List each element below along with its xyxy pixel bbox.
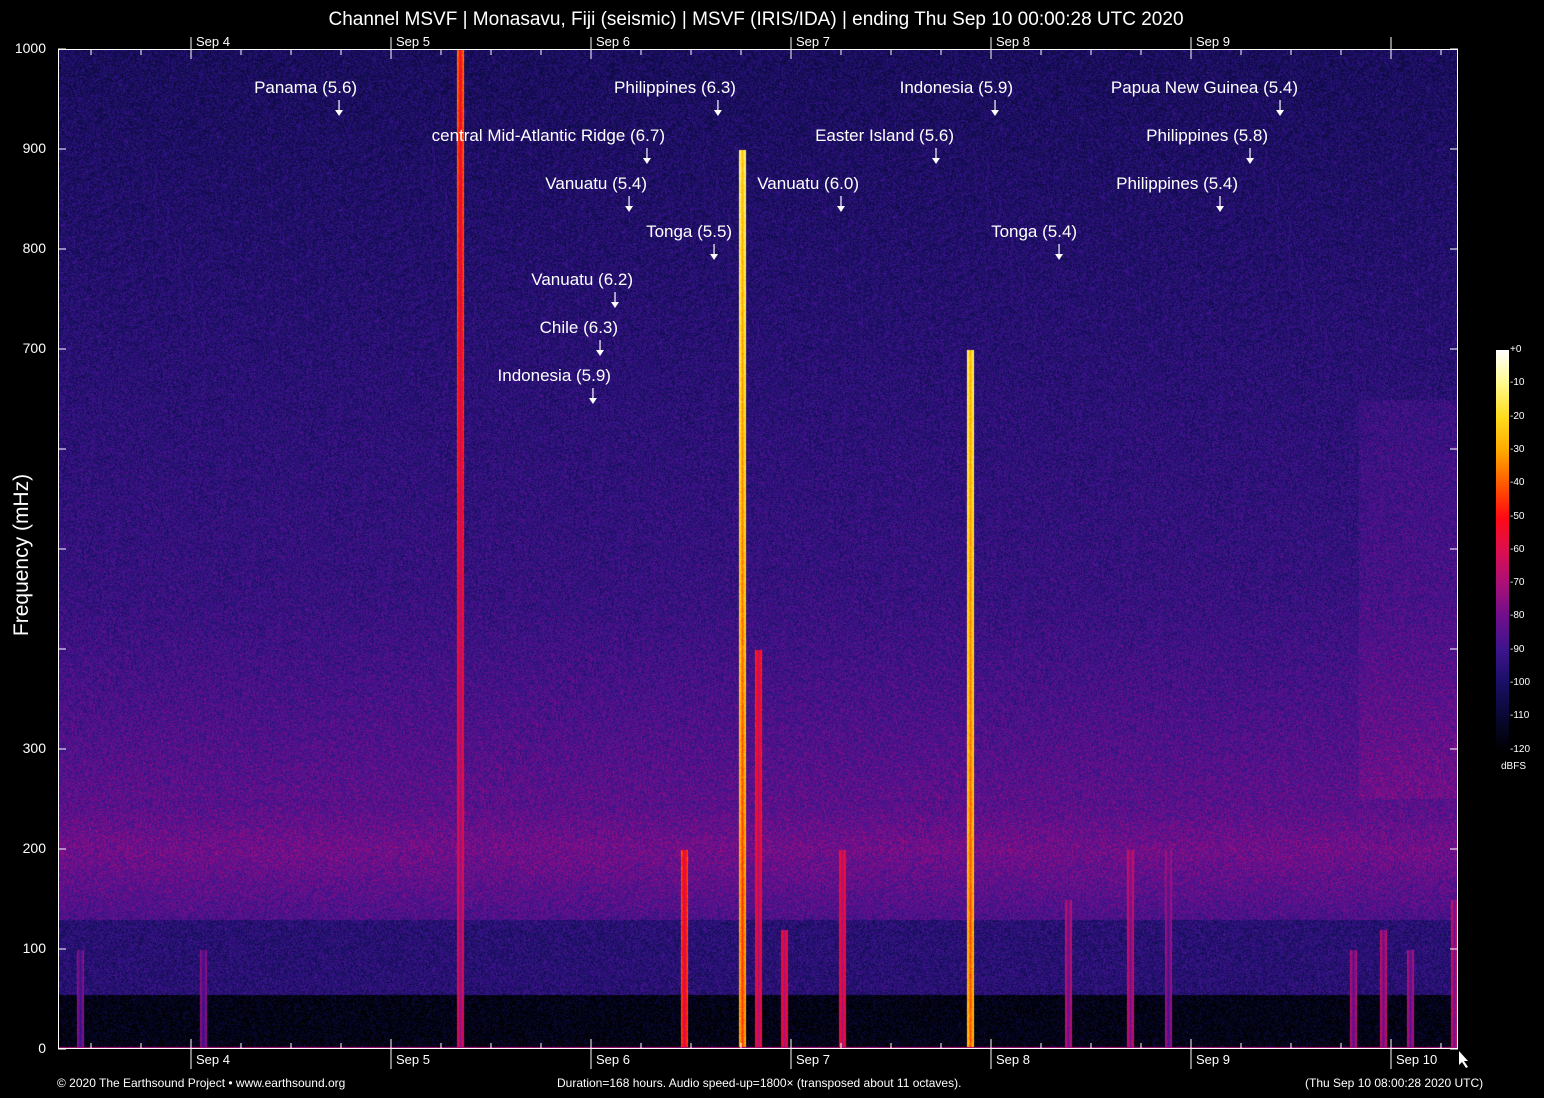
colorbar-tick-label: -80 (1510, 610, 1525, 622)
x-tick-label-top: Sep 4 (196, 34, 230, 49)
event-annotation-label: Vanuatu (6.0) (757, 174, 859, 193)
x-tick-label-bottom: Sep 6 (596, 1052, 630, 1067)
x-tick-label-bottom: Sep 8 (996, 1052, 1030, 1067)
colorbar-tick-label: -110 (1510, 710, 1530, 722)
colorbar-tick-label: -60 (1510, 543, 1525, 555)
event-arrowhead (335, 110, 344, 116)
event-annotation-label: Easter Island (5.6) (815, 126, 954, 145)
event-annotation-label: central Mid-Atlantic Ridge (6.7) (431, 126, 665, 145)
colorbar-tick-label: -120 (1510, 743, 1531, 755)
x-tick-label-bottom: Sep 5 (396, 1052, 430, 1067)
spectrogram-image (58, 49, 1458, 1049)
chart-title: Channel MSVF | Monasavu, Fiji (seismic) … (328, 9, 1184, 30)
y-tick-label: 700 (22, 340, 46, 356)
event-arrowhead (991, 110, 1000, 116)
event-annotation-label: Tonga (5.4) (991, 222, 1078, 241)
colorbar-tick-label: -10 (1510, 377, 1525, 389)
y-tick-label: 800 (22, 240, 46, 256)
plot-frame (58, 37, 1468, 1069)
event-annotation-label: Philippines (5.4) (1116, 174, 1239, 193)
colorbar-tick-label: -50 (1510, 510, 1525, 522)
y-tick-label: 100 (22, 940, 46, 956)
y-tick-label: 0 (38, 1040, 46, 1056)
event-arrowhead (837, 206, 845, 212)
footer-timestamp: (Thu Sep 10 08:00:28 2020 UTC) (1305, 1076, 1484, 1090)
cursor-icon (1459, 1051, 1468, 1068)
event-arrowhead (642, 158, 651, 164)
x-tick-label-top: Sep 7 (796, 34, 830, 49)
x-tick-label-top: Sep 9 (1196, 34, 1230, 49)
event-annotation-label: Tonga (5.5) (646, 222, 733, 241)
event-arrowhead (1246, 158, 1255, 164)
x-tick-label-bottom: Sep 4 (196, 1052, 230, 1067)
event-arrowhead (1276, 110, 1285, 116)
event-annotation-label: Indonesia (5.9) (899, 78, 1014, 97)
event-arrowhead (596, 350, 605, 356)
colorbar-tick-label: -20 (1510, 410, 1525, 422)
x-tick-label-top: Sep 5 (396, 34, 430, 49)
event-arrowhead (625, 206, 634, 212)
event-annotation-label: Vanuatu (5.4) (545, 174, 648, 193)
event-arrowhead (713, 110, 722, 116)
x-tick-label-top: Sep 8 (996, 34, 1030, 49)
colorbar-tick-label: -90 (1510, 643, 1525, 655)
spectrogram-plot (58, 37, 1468, 1069)
colorbar-tick-label: -100 (1510, 677, 1531, 688)
colorbar-tick-label: -30 (1510, 443, 1525, 455)
x-tick-label-top: Sep 6 (596, 34, 630, 49)
colorbar-tick-label: +0 (1510, 344, 1522, 355)
footer-info: Duration=168 hours. Audio speed-up=1800×… (557, 1076, 962, 1090)
event-arrowhead (1216, 206, 1225, 212)
plot-border (58, 49, 1458, 1049)
y-tick-label: 300 (22, 740, 46, 756)
event-annotation-label: Vanuatu (6.2) (531, 270, 634, 289)
event-annotation-label: Panama (5.6) (254, 78, 358, 97)
event-annotation-label: Papua New Guinea (5.4) (1110, 78, 1299, 97)
event-arrowhead (932, 158, 940, 164)
x-tick-label-bottom: Sep 7 (796, 1052, 830, 1067)
event-annotation-label: Indonesia (5.9) (497, 366, 611, 385)
y-tick-label: 1000 (14, 40, 46, 56)
colorbar (1496, 350, 1509, 750)
footer-copyright: © 2020 The Earthsound Project • www.eart… (57, 1076, 346, 1090)
event-arrowhead (710, 254, 719, 260)
event-annotation-label: Philippines (6.3) (614, 78, 736, 97)
event-arrowhead (588, 398, 597, 404)
colorbar-tick-label: -70 (1510, 577, 1525, 589)
y-tick-label: 900 (22, 140, 46, 156)
x-tick-label-bottom: Sep 9 (1196, 1052, 1230, 1067)
x-tick-label-bottom: Sep 10 (1396, 1052, 1438, 1067)
event-arrowhead (1055, 254, 1064, 260)
colorbar-tick-label: -40 (1510, 477, 1525, 489)
colorbar-unit: dBFS (1501, 761, 1527, 772)
event-arrowhead (611, 302, 620, 308)
y-tick-label: 200 (22, 840, 46, 856)
event-annotation-label: Chile (6.3) (539, 318, 619, 337)
event-annotation-label: Philippines (5.8) (1146, 126, 1269, 145)
y-axis-label: Frequency (mHz) (10, 473, 33, 637)
